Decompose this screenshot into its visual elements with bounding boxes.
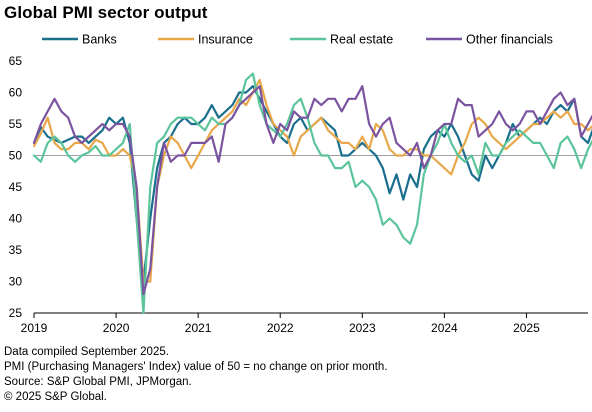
- line-chart: Banks Insurance Real estate Other financial…: [9, 33, 592, 335]
- footer-source: Source: S&P Global PMI, JPMorgan.: [4, 376, 192, 388]
- y-tick-label-65: 65: [9, 54, 23, 68]
- series-line-banks: [32, 85, 592, 283]
- legend: Banks Insurance Real estate Other financial…: [42, 33, 553, 47]
- series-line-real-estate: [32, 72, 592, 315]
- y-tick-label-40: 40: [9, 212, 23, 226]
- y-tick-label-45: 45: [9, 180, 23, 194]
- y-tick-label-55: 55: [9, 117, 23, 131]
- x-tick-label-2020: 2020: [103, 321, 130, 335]
- chart-title: Global PMI sector output: [4, 3, 208, 22]
- series-line-other-financials: [32, 85, 592, 296]
- x-tick-label-2019: 2019: [21, 321, 48, 335]
- y-axis: 25 30 35 40 45 50 55 60 65: [9, 54, 23, 320]
- x-tick-label-2024: 2024: [431, 321, 458, 335]
- legend-label-insurance: Insurance: [198, 33, 253, 47]
- series-line-insurance: [32, 78, 592, 283]
- y-tick-label-30: 30: [9, 275, 23, 289]
- y-tick-label-25: 25: [9, 306, 23, 320]
- legend-label-banks: Banks: [82, 33, 117, 47]
- x-tick-label-2022: 2022: [267, 321, 294, 335]
- y-tick-label-50: 50: [9, 149, 23, 163]
- chart-footer: Data compiled September 2025. PMI (Purch…: [4, 345, 388, 405]
- legend-label-other-financials: Other financials: [466, 33, 553, 47]
- footer-data-compiled: Data compiled September 2025.: [4, 346, 169, 358]
- x-tick-label-2021: 2021: [185, 321, 212, 335]
- y-tick-label-35: 35: [9, 243, 23, 257]
- series-layer: [32, 72, 592, 315]
- legend-label-real-estate: Real estate: [330, 33, 393, 47]
- x-axis: 2019 2020 2021 2022 2023 2024 2025: [21, 312, 588, 335]
- x-tick-label-2023: 2023: [349, 321, 376, 335]
- y-tick-label-60: 60: [9, 86, 23, 100]
- footer-pmi-note: PMI (Purchasing Managers' Index) value o…: [4, 361, 388, 373]
- x-tick-label-2025: 2025: [513, 321, 540, 335]
- footer-copyright: © 2025 S&P Global.: [4, 391, 107, 403]
